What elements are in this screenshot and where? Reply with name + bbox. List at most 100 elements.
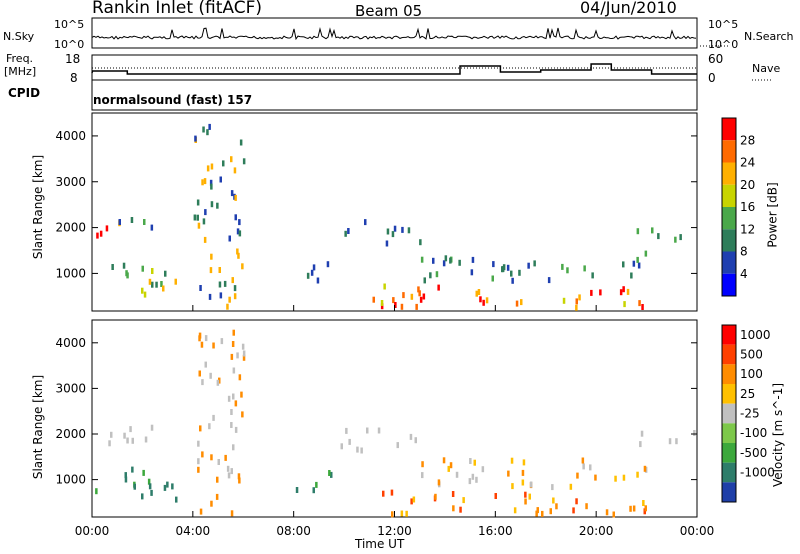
data-cell xyxy=(242,158,246,165)
data-cell xyxy=(533,260,536,267)
data-cell xyxy=(491,275,494,282)
data-cell xyxy=(385,240,389,247)
data-cell xyxy=(209,267,213,274)
data-cell xyxy=(203,236,207,243)
colorbar-tick-label: -25 xyxy=(740,407,760,421)
data-cell xyxy=(210,454,213,461)
colorbar-tick-label: 1000 xyxy=(740,328,771,342)
data-cell xyxy=(392,297,395,304)
data-cell xyxy=(679,234,682,241)
data-cell xyxy=(240,391,243,398)
data-cell xyxy=(174,278,177,285)
data-cell xyxy=(630,272,633,279)
data-cell xyxy=(481,466,485,473)
colorbar-segment xyxy=(722,207,736,230)
data-cell xyxy=(383,283,386,290)
data-cell xyxy=(164,270,167,277)
colorbar-tick-label: 16 xyxy=(740,200,755,214)
nsky-top-tick: 10^5 xyxy=(54,18,85,31)
data-cell xyxy=(475,476,478,483)
colorbar-segment xyxy=(722,325,736,345)
xtick-label: 00:00 xyxy=(75,524,110,538)
data-cell xyxy=(236,248,239,255)
data-cell xyxy=(200,341,204,348)
data-cell xyxy=(162,285,165,292)
data-cell xyxy=(356,446,359,453)
data-cell xyxy=(360,447,363,454)
data-cell xyxy=(638,300,641,307)
data-cell xyxy=(372,296,375,303)
colorbar-segment xyxy=(722,162,736,185)
data-cell xyxy=(515,300,519,307)
data-cell xyxy=(111,264,114,270)
data-cell xyxy=(206,165,210,172)
data-cell xyxy=(218,377,221,384)
data-cell xyxy=(315,481,318,488)
data-cell xyxy=(228,235,231,242)
data-cell xyxy=(143,291,147,298)
ytick-label: 4000 xyxy=(55,129,86,143)
data-cell xyxy=(377,427,381,434)
data-cell xyxy=(306,272,310,279)
colorbar-segment xyxy=(722,462,736,483)
colorbar-tick-label: -100 xyxy=(740,426,767,440)
ytick-label: 1000 xyxy=(55,473,86,487)
data-cell xyxy=(364,219,367,226)
data-cell xyxy=(366,427,369,434)
data-cell xyxy=(144,436,148,443)
data-cell xyxy=(230,468,233,475)
data-cell xyxy=(201,179,204,186)
nave-label: Nave xyxy=(752,62,781,75)
data-cell xyxy=(422,293,426,300)
data-cell xyxy=(197,458,200,465)
colorbar-tick-label: 4 xyxy=(740,267,748,281)
data-cell xyxy=(555,503,558,510)
data-cell xyxy=(581,457,585,464)
data-cell xyxy=(417,286,420,293)
power-panel-frame xyxy=(91,112,698,312)
data-cell xyxy=(468,478,472,485)
data-cell xyxy=(230,190,234,197)
data-cell xyxy=(643,465,647,472)
colorbar-segment xyxy=(722,384,736,404)
data-cell xyxy=(594,474,597,481)
data-cell xyxy=(148,483,152,490)
data-cell xyxy=(632,505,636,512)
nsearch-top-tick: 10^5 xyxy=(708,18,739,31)
data-cell xyxy=(193,214,197,221)
data-cell xyxy=(632,260,636,267)
data-cell xyxy=(194,135,197,142)
data-cell xyxy=(541,510,544,517)
data-cell xyxy=(340,443,343,450)
data-cell xyxy=(528,493,531,500)
data-cell xyxy=(462,497,465,504)
data-cell xyxy=(202,218,206,225)
data-cell xyxy=(520,299,523,306)
data-cell xyxy=(575,298,578,305)
data-cell xyxy=(202,126,205,133)
data-cell xyxy=(206,129,209,136)
data-cell xyxy=(242,350,246,357)
data-cell xyxy=(644,505,647,512)
data-cell xyxy=(575,304,578,311)
data-cell xyxy=(209,372,212,379)
data-cell xyxy=(458,259,461,266)
data-cell xyxy=(386,228,390,235)
data-cell xyxy=(551,484,554,491)
data-cell xyxy=(419,296,423,303)
data-cell xyxy=(328,470,331,476)
data-cell xyxy=(197,466,200,473)
data-cell xyxy=(629,505,632,512)
data-cell xyxy=(208,123,211,130)
xaxis-label: Time UT xyxy=(355,537,405,551)
strip-frame-0 xyxy=(91,17,698,49)
xtick-label: 12:00 xyxy=(377,524,412,538)
data-cell xyxy=(222,160,225,167)
data-cell xyxy=(642,500,645,506)
colorbar-segment xyxy=(722,344,736,365)
colorbar-tick-label: 100 xyxy=(740,367,763,381)
data-cell xyxy=(316,277,320,284)
colorbar-segment xyxy=(722,403,736,424)
data-cell xyxy=(126,437,129,444)
data-cell xyxy=(108,440,111,447)
